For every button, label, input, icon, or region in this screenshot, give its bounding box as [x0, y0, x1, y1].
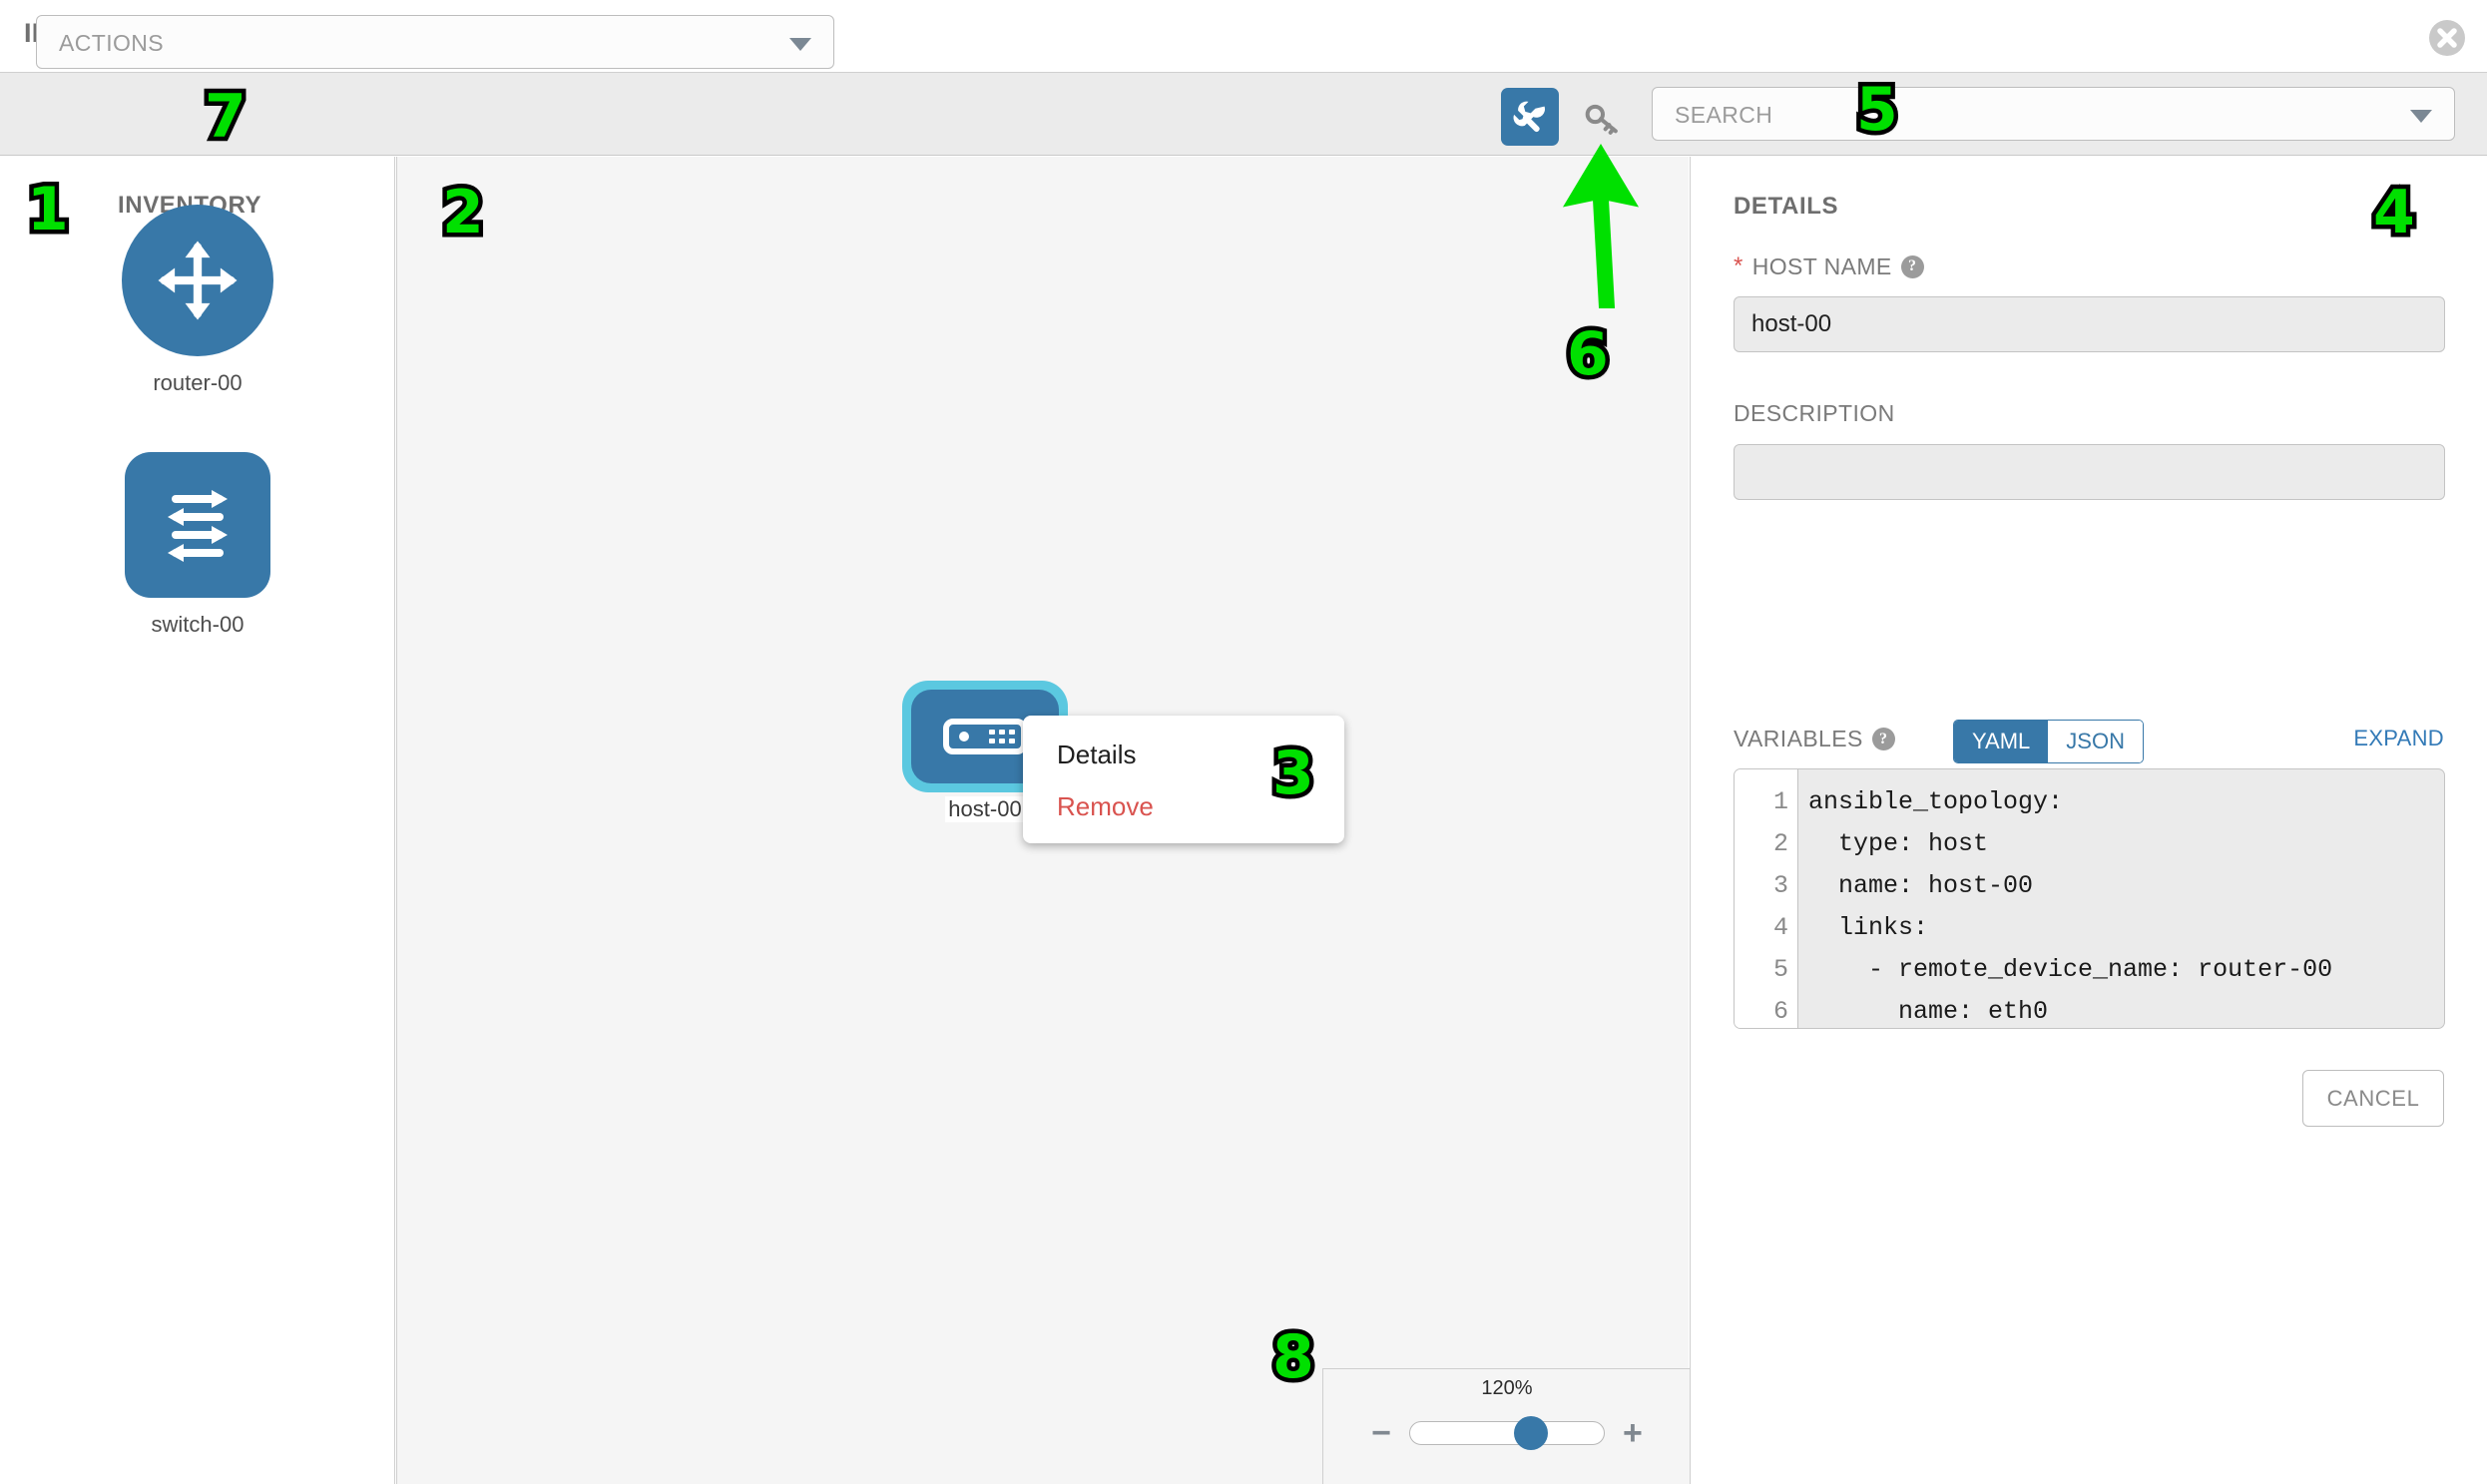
- code-line: name: eth0: [1808, 997, 2049, 1026]
- chevron-down-icon: [789, 38, 811, 51]
- chevron-down-icon: [2410, 110, 2432, 123]
- details-panel: DETAILS * HOST NAME ? host-00 DESCRIPTIO…: [1690, 157, 2487, 1484]
- context-menu-remove[interactable]: Remove: [1057, 791, 1154, 821]
- required-asterisk: *: [1734, 252, 1743, 279]
- code-line: name: host-00: [1808, 871, 2034, 900]
- variables-label-text: VARIABLES: [1734, 726, 1863, 751]
- actions-dropdown[interactable]: ACTIONS: [36, 15, 834, 69]
- node-label: host-00: [945, 796, 1025, 822]
- annotation-arrow-up: [1562, 144, 1640, 308]
- format-yaml-button[interactable]: YAML: [1954, 721, 2049, 762]
- host-name-label-text: HOST NAME: [1751, 252, 1892, 279]
- code-text[interactable]: ansible_topology: type: host name: host-…: [1798, 769, 2444, 1028]
- node-context-menu: Details Remove: [1023, 716, 1344, 843]
- help-icon[interactable]: ?: [1900, 254, 1924, 278]
- wrench-icon: [1513, 101, 1546, 132]
- line-number: 6: [1772, 997, 1788, 1026]
- expand-link[interactable]: EXPAND: [2353, 726, 2444, 750]
- format-json-button[interactable]: JSON: [2048, 721, 2143, 762]
- inventory-item-switch[interactable]: switch-00: [0, 452, 395, 638]
- host-name-label: * HOST NAME ?: [1734, 252, 1924, 280]
- search-input[interactable]: SEARCH: [1652, 87, 2455, 141]
- wrench-tool-button[interactable]: [1501, 88, 1559, 146]
- context-menu-details[interactable]: Details: [1057, 740, 1137, 769]
- code-gutter: 1 2 3 4 5 6 7: [1735, 769, 1798, 1028]
- key-icon: [1585, 104, 1618, 135]
- host-name-field[interactable]: host-00: [1734, 296, 2445, 352]
- zoom-in-button[interactable]: +: [1623, 1414, 1643, 1452]
- zoom-slider-thumb[interactable]: [1514, 1416, 1548, 1450]
- code-line: type: host: [1808, 829, 1989, 858]
- line-number: 1: [1772, 787, 1788, 816]
- zoom-percent-label: 120%: [1481, 1377, 1533, 1399]
- actions-dropdown-label: ACTIONS: [59, 30, 165, 56]
- annotation-marker-8: 8: [1268, 1318, 1319, 1397]
- key-tool-button[interactable]: [1575, 88, 1629, 146]
- inventory-item-label: switch-00: [151, 612, 245, 637]
- variables-label: VARIABLES ?: [1734, 726, 1895, 752]
- zoom-out-button[interactable]: −: [1371, 1414, 1391, 1452]
- annotation-marker-1: 1: [23, 171, 74, 249]
- router-icon: [122, 205, 273, 356]
- search-placeholder: SEARCH: [1675, 102, 1773, 128]
- code-line: ansible_topology:: [1808, 787, 2064, 816]
- annotation-marker-4: 4: [2369, 174, 2420, 252]
- annotation-marker-5: 5: [1852, 71, 1903, 150]
- inventory-item-router[interactable]: router-00: [0, 205, 395, 396]
- help-icon[interactable]: ?: [1871, 728, 1895, 750]
- annotation-marker-7: 7: [201, 78, 251, 157]
- description-label: DESCRIPTION: [1734, 400, 1895, 427]
- cancel-button[interactable]: CANCEL: [2302, 1070, 2444, 1127]
- line-number: 5: [1772, 955, 1788, 984]
- description-label-text: DESCRIPTION: [1734, 400, 1895, 426]
- annotation-marker-6: 6: [1563, 315, 1614, 394]
- line-number: 2: [1772, 829, 1788, 858]
- annotation-marker-2: 2: [438, 174, 489, 252]
- inventory-item-label: router-00: [153, 370, 243, 395]
- close-icon[interactable]: [2429, 20, 2465, 56]
- zoom-slider[interactable]: [1409, 1416, 1605, 1450]
- switch-icon: [125, 452, 270, 598]
- code-line: links:: [1808, 913, 1929, 942]
- zoom-control: 120% − +: [1322, 1368, 1690, 1484]
- inventory-sidebar: INVENTORY: [0, 157, 395, 1484]
- code-line: - remote_device_name: router-00: [1808, 955, 2333, 984]
- line-number: 3: [1772, 871, 1788, 900]
- variables-code-editor[interactable]: 1 2 3 4 5 6 7 ansible_topology: type: ho…: [1734, 768, 2445, 1029]
- variables-format-toggle: YAML JSON: [1953, 720, 2144, 763]
- annotation-marker-3: 3: [1268, 735, 1319, 813]
- description-field[interactable]: [1734, 444, 2445, 500]
- details-title: DETAILS: [1734, 193, 1839, 220]
- line-number: 4: [1772, 913, 1788, 942]
